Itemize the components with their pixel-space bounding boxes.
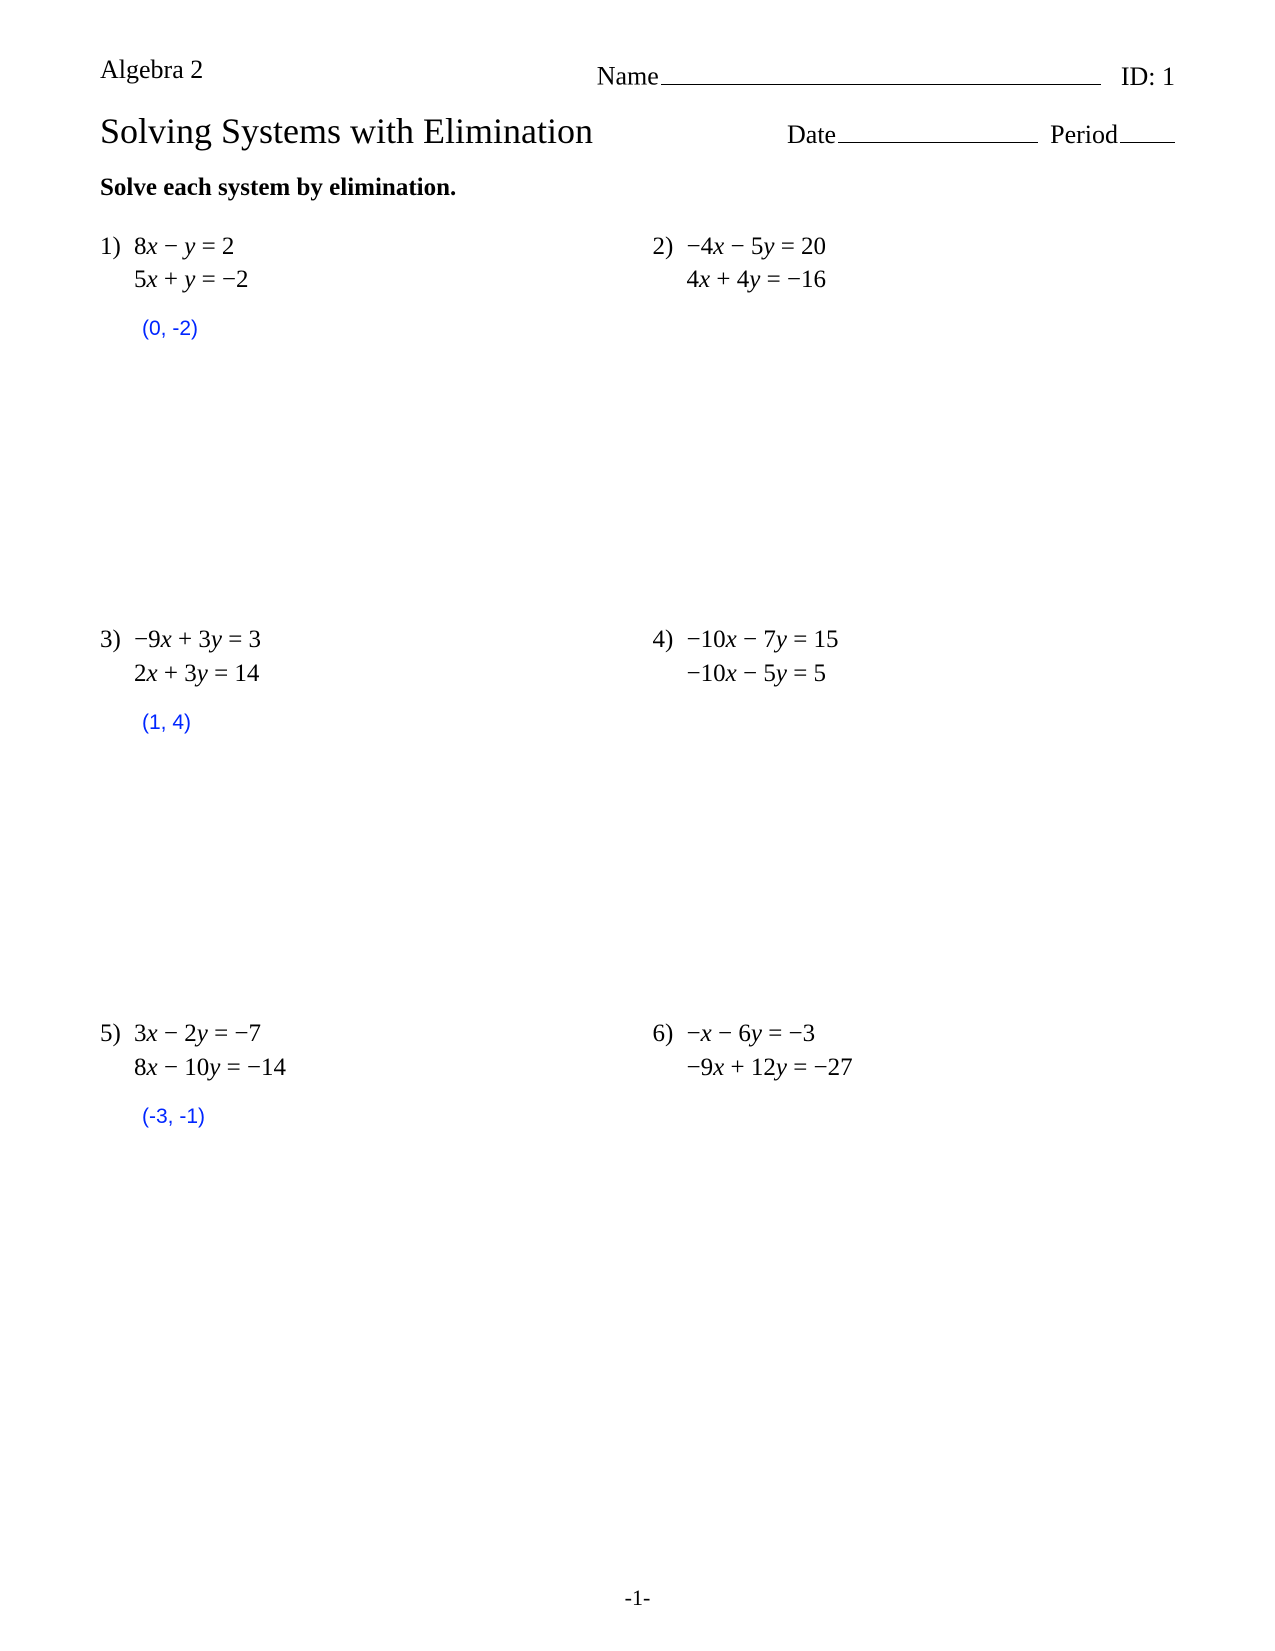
equation-2: −9x + 12y = −27 <box>687 1051 853 1085</box>
problem-equations: −9x + 3y = 3 2x + 3y = 14 <box>134 623 261 691</box>
equation-2: 4x + 4y = −16 <box>687 263 827 297</box>
problem-number: 4) <box>653 623 687 657</box>
id-label: ID: 1 <box>1121 62 1175 92</box>
problem-equations: 8x − y = 2 5x + y = −2 <box>134 230 249 298</box>
problem-equations: −10x − 7y = 15 −10x − 5y = 5 <box>687 623 839 691</box>
problem-number: 6) <box>653 1017 687 1051</box>
equation-2: 2x + 3y = 14 <box>134 657 261 691</box>
problem-answer: (1, 4) <box>142 709 623 737</box>
period-blank-line <box>1120 113 1175 143</box>
problem-equations: −x − 6y = −3 −9x + 12y = −27 <box>687 1017 853 1085</box>
period-label: Period <box>1050 120 1118 150</box>
problems-grid: 1) 8x − y = 2 5x + y = −2 (0, -2) 2) −4x… <box>100 230 1175 1132</box>
problem-answer: (-3, -1) <box>142 1103 623 1131</box>
problem-answer: (0, -2) <box>142 315 623 343</box>
page-number: -1- <box>0 1585 1275 1611</box>
problem-number: 5) <box>100 1017 134 1051</box>
worksheet-page: Algebra 2 Name ID: 1 Solving Systems wit… <box>0 0 1275 1651</box>
problem-1: 1) 8x − y = 2 5x + y = −2 (0, -2) <box>100 230 623 344</box>
problem-number: 2) <box>653 230 687 264</box>
header-row: Algebra 2 Name ID: 1 <box>100 55 1175 92</box>
equation-1: 3x − 2y = −7 <box>134 1017 286 1051</box>
problem-number: 3) <box>100 623 134 657</box>
problem-4: 4) −10x − 7y = 15 −10x − 5y = 5 <box>653 623 1176 737</box>
problem-number: 1) <box>100 230 134 264</box>
equation-1: −9x + 3y = 3 <box>134 623 261 657</box>
name-label: Name <box>597 62 659 91</box>
problem-equations: 3x − 2y = −7 8x − 10y = −14 <box>134 1017 286 1085</box>
date-label: Date <box>787 120 836 150</box>
equation-1: −x − 6y = −3 <box>687 1017 853 1051</box>
header-right: Name ID: 1 <box>597 55 1175 92</box>
name-blank-line <box>661 55 1101 85</box>
equation-1: −10x − 7y = 15 <box>687 623 839 657</box>
problem-equations: −4x − 5y = 20 4x + 4y = −16 <box>687 230 827 298</box>
date-period: Date Period <box>787 113 1175 150</box>
equation-2: 8x − 10y = −14 <box>134 1051 286 1085</box>
problem-2: 2) −4x − 5y = 20 4x + 4y = −16 <box>653 230 1176 344</box>
equation-2: −10x − 5y = 5 <box>687 657 839 691</box>
title-row: Solving Systems with Elimination Date Pe… <box>100 110 1175 152</box>
date-blank-line <box>838 113 1038 143</box>
problem-6: 6) −x − 6y = −3 −9x + 12y = −27 <box>653 1017 1176 1131</box>
equation-2: 5x + y = −2 <box>134 263 249 297</box>
worksheet-title: Solving Systems with Elimination <box>100 110 593 152</box>
problem-5: 5) 3x − 2y = −7 8x − 10y = −14 (-3, -1) <box>100 1017 623 1131</box>
course-label: Algebra 2 <box>100 55 203 92</box>
equation-1: −4x − 5y = 20 <box>687 230 827 264</box>
equation-1: 8x − y = 2 <box>134 230 249 264</box>
problem-3: 3) −9x + 3y = 3 2x + 3y = 14 (1, 4) <box>100 623 623 737</box>
instructions: Solve each system by elimination. <box>100 174 1175 202</box>
